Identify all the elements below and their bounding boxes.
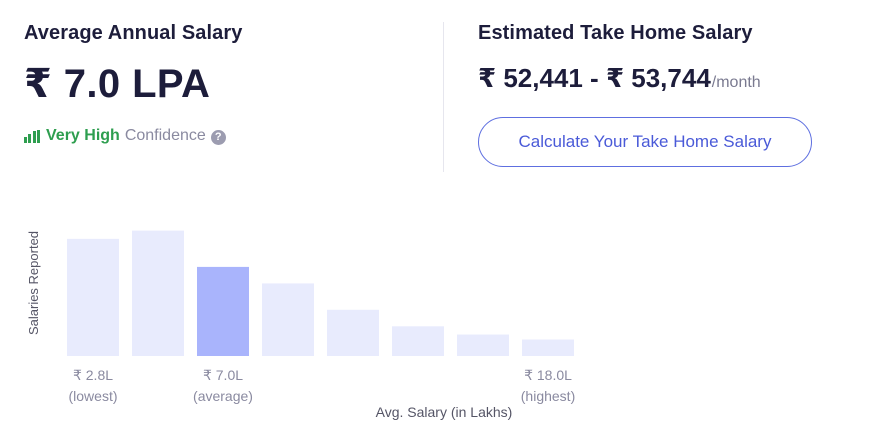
take-home-range-value: ₹ 52,441 - ₹ 53,744 [478,63,711,93]
chart-bar [262,283,314,356]
chart-bar [67,238,119,356]
confidence-level: Very High [46,127,120,144]
chart-bar [132,230,184,356]
chart-ticks: ₹ 2.8L (lowest) ₹ 7.0L (average) ₹ 18.0L (hig… [68,367,575,404]
take-home-range: ₹ 52,441 - ₹ 53,744 /month [478,63,858,94]
chart-ylabel: Salaries Reported [26,231,41,335]
confidence-label: Confidence [124,127,206,144]
chart-tick-sublabel: (average) [193,388,253,404]
chart-bars [67,230,574,356]
section-divider [443,22,444,172]
chart-tick-sublabel: (lowest) [68,388,117,404]
calculate-take-home-button[interactable]: Calculate Your Take Home Salary [478,117,812,167]
average-salary-title: Average Annual Salary [24,22,243,44]
signal-bars-icon [24,129,40,143]
average-salary-value: ₹ 7.0 LPA [24,62,211,106]
chart-bar-average [197,266,249,356]
chart-tick-label: ₹ 2.8L [73,367,113,383]
chart-tick-label: ₹ 7.0L [203,367,243,383]
chart-bar [327,309,379,356]
chart-bar [522,339,574,356]
chart-xlabel: Avg. Salary (in Lakhs) [376,404,513,420]
average-salary-panel: Average Annual Salary ₹ 7.0 LPA Very Hig… [24,22,424,145]
chart-tick-sublabel: (highest) [521,388,575,404]
chart-bar [392,326,444,356]
take-home-panel: Estimated Take Home Salary ₹ 52,441 - ₹ … [478,22,858,167]
confidence-indicator: Very High Confidence ? [24,127,424,145]
take-home-title: Estimated Take Home Salary [478,22,753,44]
chart-tick-label: ₹ 18.0L [524,367,572,383]
help-icon[interactable]: ? [210,129,226,145]
take-home-period: /month [711,74,761,91]
chart-bar [457,334,509,356]
